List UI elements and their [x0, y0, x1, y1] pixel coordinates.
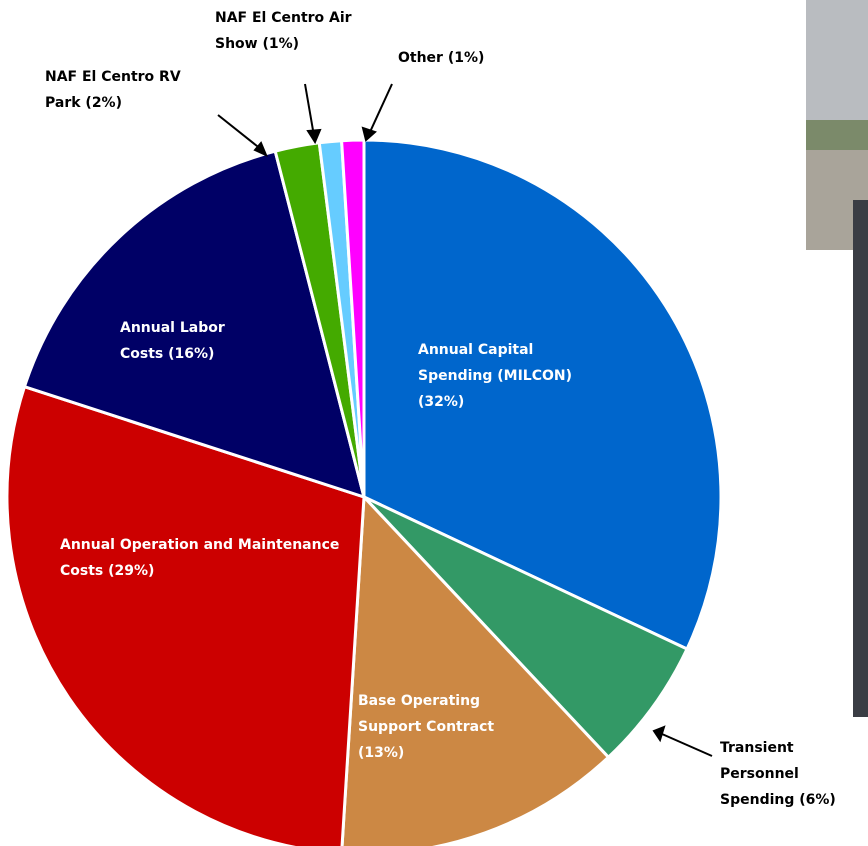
value-label: (6%)	[799, 792, 836, 808]
slice-label: Annual Labor Costs (16%)	[120, 315, 270, 367]
pie-slice	[339, 138, 366, 498]
category-name: Transient Personnel Spending	[720, 740, 799, 808]
slice-label: NAF El Centro Air Show (1%)	[215, 5, 365, 57]
value-label: (1%)	[262, 36, 300, 52]
category-name: Annual Labor Costs	[120, 320, 225, 362]
slice-label: NAF El Centro RV Park (2%)	[45, 64, 205, 116]
category-name: NAF El Centro RV Park	[45, 69, 181, 111]
pie-slice	[22, 149, 367, 500]
pie-slice	[340, 493, 611, 846]
value-label: (13%)	[358, 745, 405, 761]
photo-sky	[806, 0, 868, 120]
slice-label: Annual Capital Spending (MILCON) (32%)	[418, 337, 608, 415]
slice-label: Transient Personnel Spending (6%)	[720, 735, 865, 813]
category-name: Annual Capital Spending (MILCON)	[418, 342, 572, 384]
category-name: NAF El Centro Air Show	[215, 10, 352, 52]
slice-label: Annual Operation and Maintenance Costs (…	[60, 532, 340, 584]
value-label: (32%)	[418, 394, 465, 410]
slice-label: Base Operating Support Contract (13%)	[358, 688, 543, 766]
pie-slice	[362, 495, 690, 760]
category-name: Base Operating Support Contract	[358, 693, 495, 735]
photo-trees	[806, 120, 868, 150]
category-name: Annual Operation and Maintenance Costs	[60, 537, 340, 579]
value-label: (16%)	[168, 346, 215, 362]
dark-panel	[853, 200, 868, 717]
pie-slice	[362, 138, 723, 651]
category-name: Other	[398, 50, 443, 66]
value-label: (2%)	[85, 95, 122, 111]
value-label: (1%)	[447, 50, 485, 66]
pie-slice	[5, 384, 366, 846]
value-label: (29%)	[108, 563, 155, 579]
slice-label: Other (1%)	[398, 45, 518, 71]
arrows	[217, 83, 713, 757]
